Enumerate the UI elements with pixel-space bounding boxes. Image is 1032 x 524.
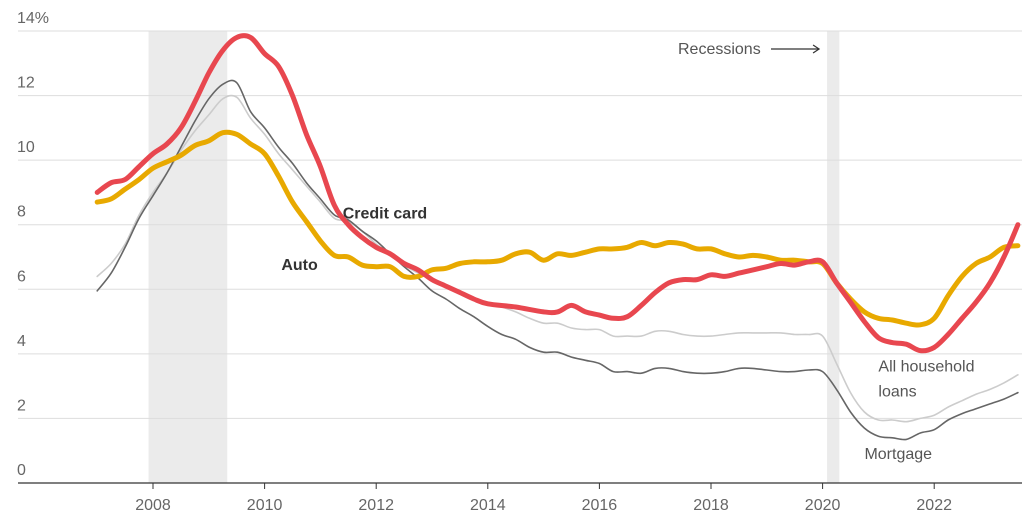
x-tick-label-2010: 2010 bbox=[247, 497, 283, 514]
recession-band-1 bbox=[827, 31, 840, 483]
y-tick-label-6: 6 bbox=[17, 268, 26, 285]
x-tick-label-2018: 2018 bbox=[693, 497, 729, 514]
x-tick-label-2020: 2020 bbox=[805, 497, 841, 514]
y-tick-label-4: 4 bbox=[17, 333, 26, 350]
y-tick-label-2: 2 bbox=[17, 397, 26, 414]
series-label-all-household-loans-line-0: All household bbox=[878, 359, 974, 376]
x-tick-label-2016: 2016 bbox=[582, 497, 618, 514]
series-line-all-household-loans bbox=[96, 94, 1019, 423]
series-label-all-household-loans-line-1: loans bbox=[878, 384, 916, 401]
recession-label: Recessions bbox=[678, 41, 761, 58]
series-line-mortgage bbox=[96, 79, 1019, 441]
series-label-mortgage: Mortgage bbox=[864, 446, 932, 463]
series-label-credit-card: Credit card bbox=[343, 205, 427, 222]
x-tick-label-2014: 2014 bbox=[470, 497, 506, 514]
recession-band-0 bbox=[148, 31, 228, 483]
x-tick-label-2022: 2022 bbox=[916, 497, 952, 514]
y-tick-label-0: 0 bbox=[17, 462, 26, 479]
x-tick-label-2012: 2012 bbox=[358, 497, 394, 514]
recession-arrow-head bbox=[812, 44, 821, 54]
y-tick-label-14: 14% bbox=[17, 10, 49, 27]
y-tick-label-8: 8 bbox=[17, 204, 26, 221]
x-tick-label-2008: 2008 bbox=[135, 497, 171, 514]
series-label-auto: Auto bbox=[281, 257, 318, 274]
series-line-credit-card bbox=[94, 33, 1021, 354]
y-tick-label-10: 10 bbox=[17, 139, 35, 156]
series-line-auto bbox=[94, 129, 1021, 328]
y-tick-label-12: 12 bbox=[17, 75, 35, 92]
